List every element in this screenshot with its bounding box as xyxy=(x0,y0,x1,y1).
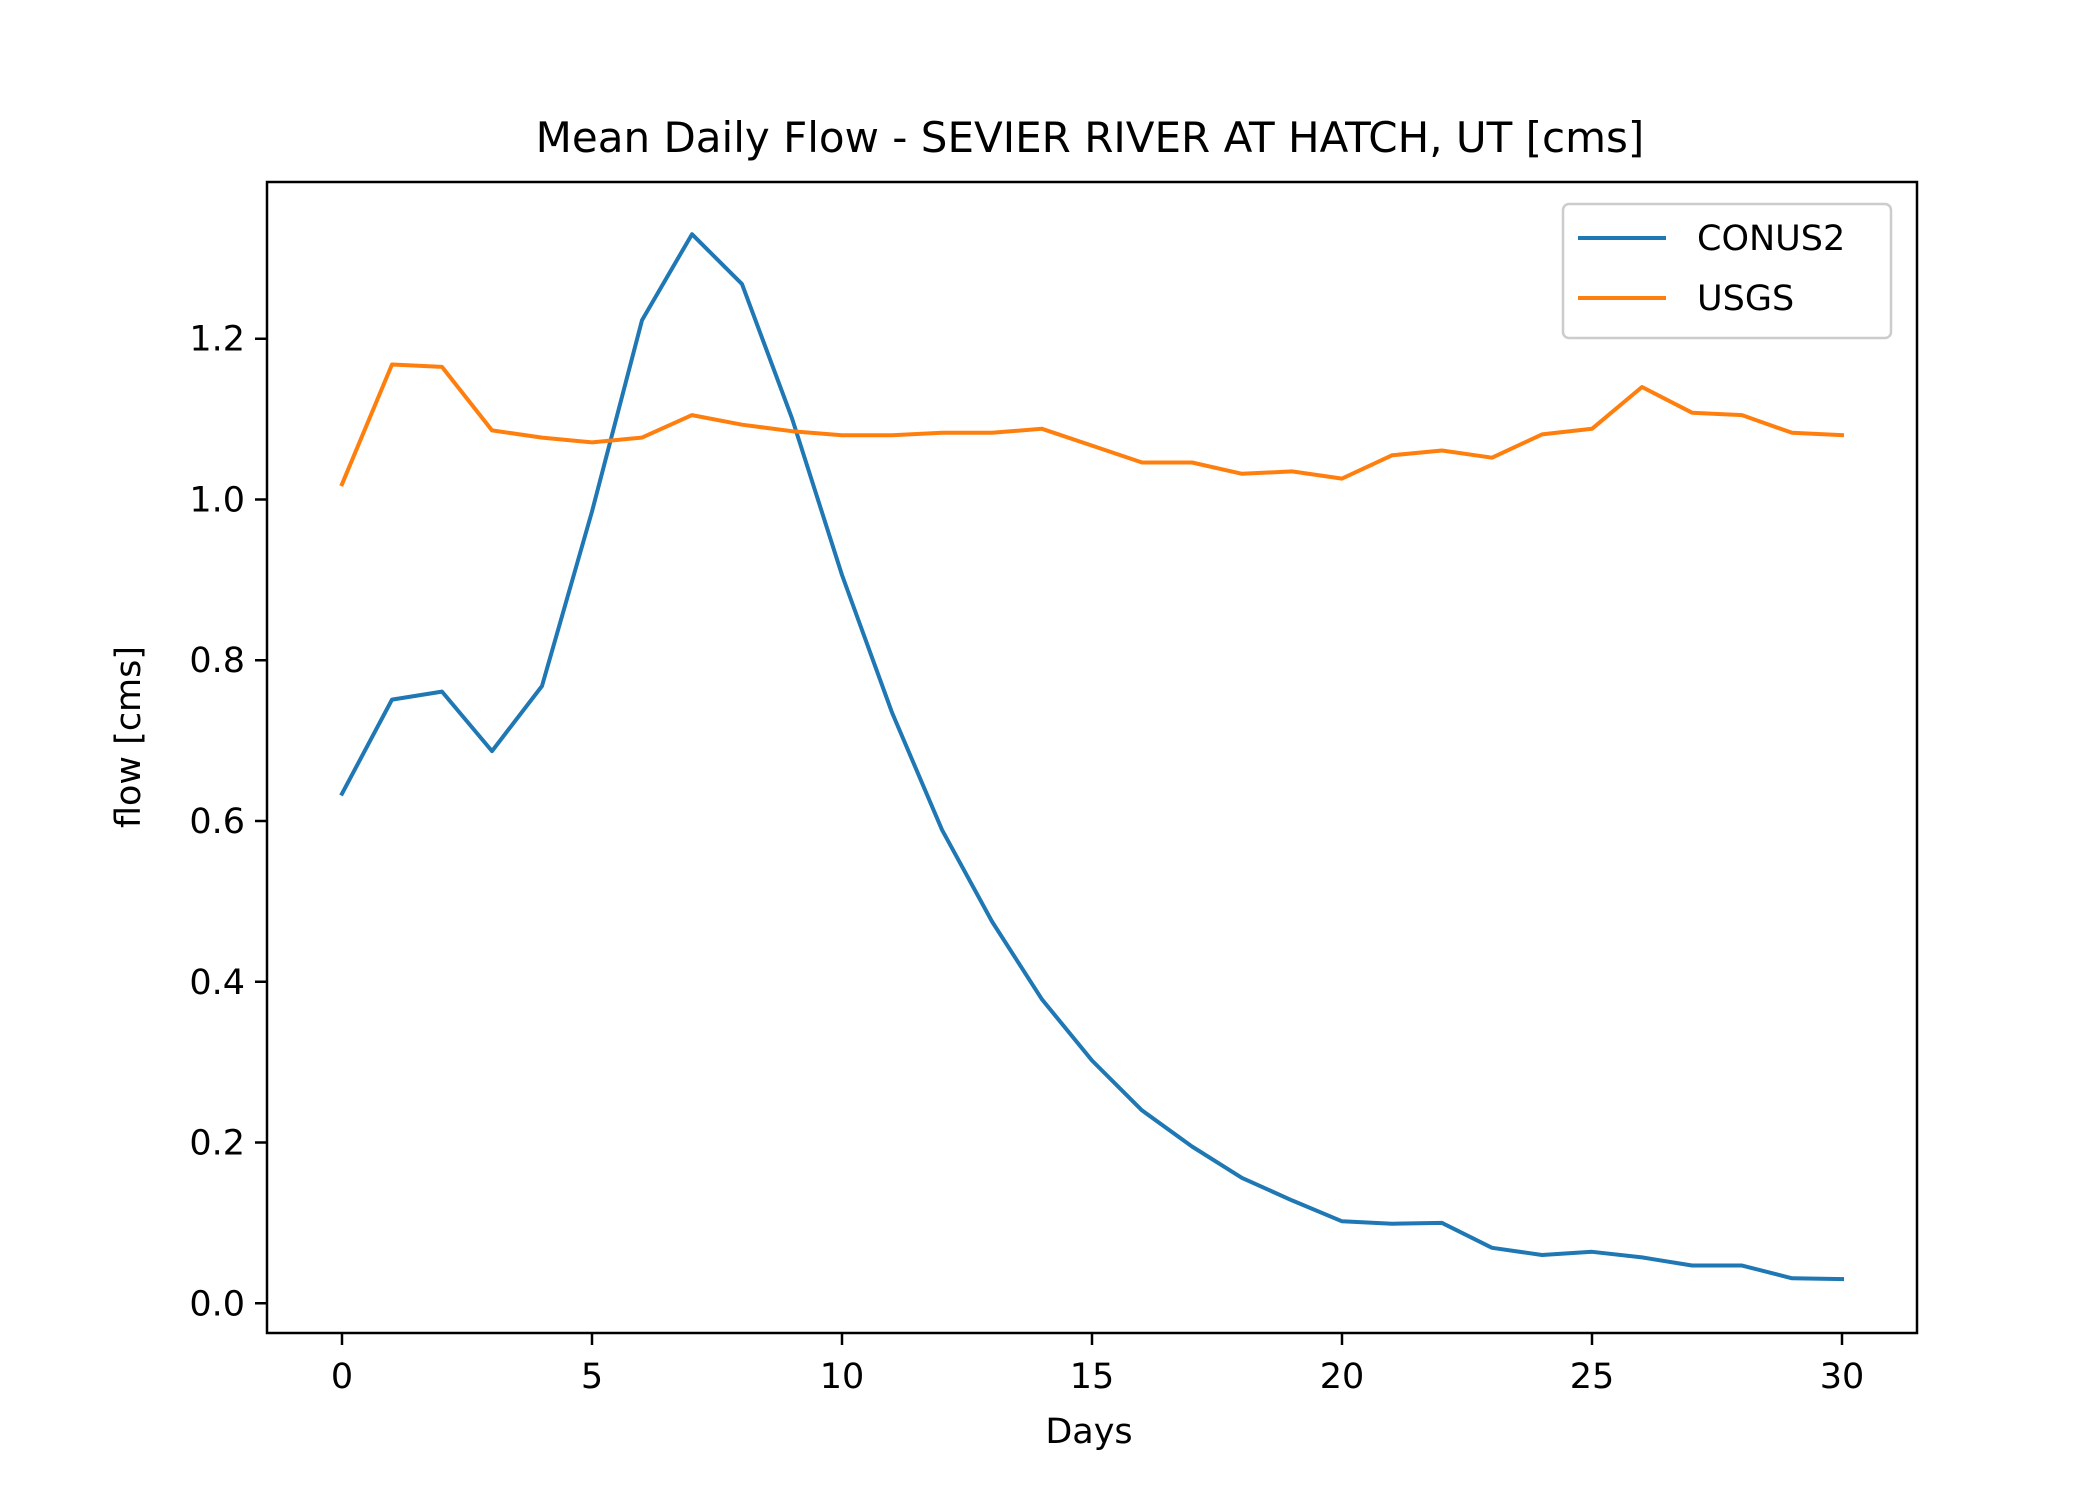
x-tick-label: 20 xyxy=(1320,1357,1365,1397)
x-tick-label: 0 xyxy=(331,1357,353,1397)
x-tick-label: 30 xyxy=(1820,1357,1865,1397)
y-tick-label: 0.0 xyxy=(189,1284,245,1324)
y-tick-label: 0.6 xyxy=(189,802,245,842)
legend: CONUS2 USGS xyxy=(1561,202,1893,340)
y-tick-label: 1.2 xyxy=(189,320,245,360)
x-tick-label: 15 xyxy=(1070,1357,1115,1397)
chart-title: Mean Daily Flow - SEVIER RIVER AT HATCH,… xyxy=(536,113,1645,162)
y-axis-ticks: 0.0 0.2 0.4 0.6 0.8 1.0 1.2 xyxy=(189,320,267,1324)
x-axis-ticks: 0 5 10 15 20 25 30 xyxy=(331,1333,1864,1397)
y-tick-label: 0.8 xyxy=(189,641,245,681)
series-layer xyxy=(339,232,1845,1282)
legend-label-usgs: USGS xyxy=(1697,279,1794,319)
x-tick-label: 10 xyxy=(820,1357,865,1397)
y-tick-label: 1.0 xyxy=(189,480,245,520)
y-axis-title: flow [cms] xyxy=(109,646,149,828)
x-axis-title: Days xyxy=(1045,1412,1132,1452)
y-tick-label: 0.4 xyxy=(189,963,245,1003)
legend-label-conus2: CONUS2 xyxy=(1697,219,1845,259)
x-tick-label: 25 xyxy=(1570,1357,1615,1397)
y-tick-label: 0.2 xyxy=(189,1124,245,1164)
x-tick-label: 5 xyxy=(581,1357,603,1397)
series-line-usgs xyxy=(339,362,1845,487)
series-line-conus2 xyxy=(339,232,1845,1282)
